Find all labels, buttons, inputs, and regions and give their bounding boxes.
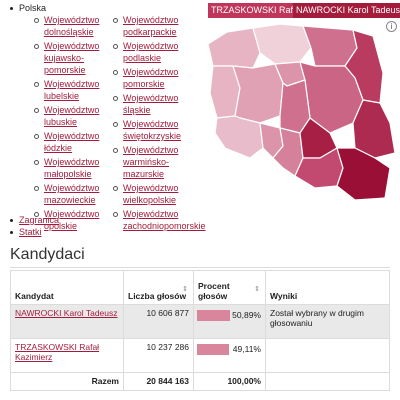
voivodeship-item: Województwo dolnośląskie — [34, 14, 124, 38]
voivodeship-link-wielkopolskie[interactable]: Województwo wielkopolskie — [123, 183, 179, 205]
total-percent: 100,00% — [193, 372, 266, 391]
map-region-pomorskie[interactable] — [252, 23, 312, 65]
voivodeship-item: Województwo lubuskie — [34, 104, 124, 128]
voivodeship-link-lubelskie[interactable]: Województwo lubelskie — [44, 79, 100, 101]
voivodeship-item: Województwo pomorskie — [113, 66, 207, 90]
voivodeship-list-right: Województwo podkarpackie Województwo pod… — [113, 14, 207, 234]
total-label: Razem — [10, 372, 124, 391]
voivodeship-item: Województwo warmińsko-mazurskie — [113, 144, 207, 180]
voivodeship-link-lubuskie[interactable]: Województwo lubuskie — [44, 105, 100, 127]
column-header-result: Wyniki — [265, 270, 390, 305]
candidate-link-trzaskowski[interactable]: TRZASKOWSKI Rafał Kazimierz — [15, 342, 100, 362]
percent-bar — [197, 310, 231, 321]
region-link-zagranica[interactable]: Zagranica — [9, 215, 60, 225]
section-divider — [10, 267, 390, 268]
sort-icon[interactable]: ⇕ — [182, 286, 188, 293]
result-cell — [265, 338, 390, 373]
voivodeship-item: Województwo lubelskie — [34, 78, 124, 102]
sort-icon[interactable]: ⇕ — [254, 286, 260, 293]
percent-value: 50,89% — [232, 310, 261, 320]
voivodeship-item: Województwo podlaskie — [113, 40, 207, 64]
map-region-dolnoslaskie[interactable] — [214, 115, 264, 159]
candidate-link-nawrocki[interactable]: NAWROCKI Karol Tadeusz — [15, 308, 118, 318]
voivodeship-link-pomorskie[interactable]: Województwo pomorskie — [123, 67, 179, 89]
voivodeship-item: Województwo śląskie — [113, 92, 207, 116]
percent-cell: 49,11% — [193, 338, 266, 373]
map-region-zachodniopomorskie[interactable] — [207, 27, 261, 69]
results-table: Kandydat Liczba głosów ⇕ Procent głosów … — [10, 270, 390, 391]
voivodeship-link-slaskie[interactable]: Województwo śląskie — [123, 93, 179, 115]
voivodeship-link-lodzkie[interactable]: Województwo łódzkie — [44, 131, 100, 153]
voivodeship-link-warminsko-mazurskie[interactable]: Województwo warmińsko-mazurskie — [123, 145, 179, 179]
column-header-votes-label: Liczba głosów — [128, 291, 187, 301]
map-legend: TRZASKOWSKI Rafał Kazimierz NAWROCKI Kar… — [208, 3, 400, 18]
total-result-cell — [265, 372, 390, 391]
table-row: NAWROCKI Karol Tadeusz 10 606 877 50,89%… — [10, 304, 390, 339]
voivodeship-item: Województwo podkarpackie — [113, 14, 207, 38]
voivodeship-list-left: Województwo dolnośląskie Województwo kuj… — [34, 14, 124, 234]
column-header-percent[interactable]: Procent głosów ⇕ — [193, 270, 266, 305]
voivodeship-link-kujawsko-pomorskie[interactable]: Województwo kujawsko-pomorskie — [44, 41, 100, 75]
region-tree: Polska Województwo dolnośląskie Wojewódz… — [0, 0, 207, 240]
voivodeship-link-dolnoslaskie[interactable]: Województwo dolnośląskie — [44, 15, 100, 37]
table-header-row: Kandydat Liczba głosów ⇕ Procent głosów … — [10, 270, 390, 305]
result-cell: Został wybrany w drugim głosowaniu — [265, 304, 390, 339]
voivodeship-item: Województwo wielkopolskie — [113, 182, 207, 206]
voivodeship-link-podlaskie[interactable]: Województwo podlaskie — [123, 41, 179, 63]
region-link-statki[interactable]: Statki — [10, 227, 42, 237]
voivodeship-link-swietokrzyskie[interactable]: Województwo świętokrzyskie — [123, 119, 182, 141]
voivodeship-item: Województwo zachodniopomorskie — [113, 208, 207, 232]
results-map-panel: TRZASKOWSKI Rafał Kazimierz NAWROCKI Kar… — [205, 0, 400, 208]
map-region-lubelskie[interactable] — [352, 99, 396, 159]
info-icon[interactable]: i — [386, 21, 397, 32]
votes-cell: 10 237 286 — [123, 338, 194, 373]
total-row: Razem 20 844 163 100,00% — [10, 372, 390, 391]
voivodeship-item: Województwo opolskie — [34, 208, 124, 232]
voivodeship-item: Województwo małopolskie — [34, 156, 124, 180]
voivodeship-item: Województwo mazowieckie — [34, 182, 124, 206]
table-row: TRZASKOWSKI Rafał Kazimierz 10 237 286 4… — [10, 338, 390, 373]
poland-choropleth-map[interactable] — [205, 18, 400, 208]
column-header-percent-label: Procent głosów — [198, 281, 230, 301]
legend-candidate-a: TRZASKOWSKI Rafał Kazimierz — [208, 3, 293, 18]
voivodeship-link-zachodniopomorskie[interactable]: Województwo zachodniopomorskie — [123, 209, 206, 231]
voivodeship-item: Województwo świętokrzyskie — [113, 118, 207, 142]
voivodeship-link-mazowieckie[interactable]: Województwo mazowieckie — [44, 183, 100, 205]
percent-cell: 50,89% — [193, 304, 266, 339]
voivodeship-item: Województwo kujawsko-pomorskie — [34, 40, 124, 76]
column-header-candidate[interactable]: Kandydat — [10, 270, 124, 305]
percent-value: 49,11% — [232, 344, 261, 354]
candidates-heading: Kandydaci — [10, 246, 85, 263]
candidate-cell: TRZASKOWSKI Rafał Kazimierz — [10, 338, 124, 373]
map-region-podkarpackie[interactable] — [336, 147, 391, 201]
voivodeship-item: Województwo łódzkie — [34, 130, 124, 154]
region-root-polska: Polska — [9, 3, 47, 13]
voivodeship-link-malopolskie[interactable]: Województwo małopolskie — [44, 157, 100, 179]
votes-cell: 10 606 877 — [123, 304, 194, 339]
voivodeship-link-podkarpackie[interactable]: Województwo podkarpackie — [123, 15, 179, 37]
column-header-votes[interactable]: Liczba głosów ⇕ — [123, 270, 194, 305]
map-region-wielkopolskie[interactable] — [232, 63, 284, 124]
candidate-cell: NAWROCKI Karol Tadeusz — [10, 304, 124, 339]
total-votes: 20 844 163 — [123, 372, 194, 391]
legend-candidate-b: NAWROCKI Karol Tadeusz — [293, 3, 400, 18]
percent-bar — [197, 344, 229, 355]
voivodeship-link-opolskie[interactable]: Województwo opolskie — [44, 209, 100, 231]
